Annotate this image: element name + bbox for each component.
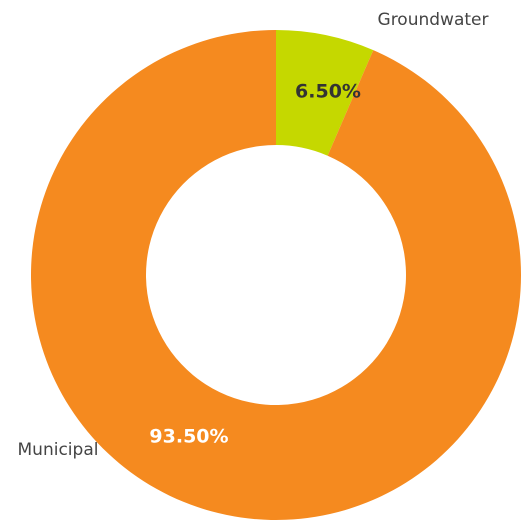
slice — [30, 30, 522, 520]
category-label: Municipal — [18, 440, 99, 460]
value-label: 93.50% — [149, 426, 228, 448]
slice — [276, 30, 374, 156]
value-label: 6.50% — [295, 81, 361, 103]
category-label: Groundwater — [378, 10, 489, 30]
